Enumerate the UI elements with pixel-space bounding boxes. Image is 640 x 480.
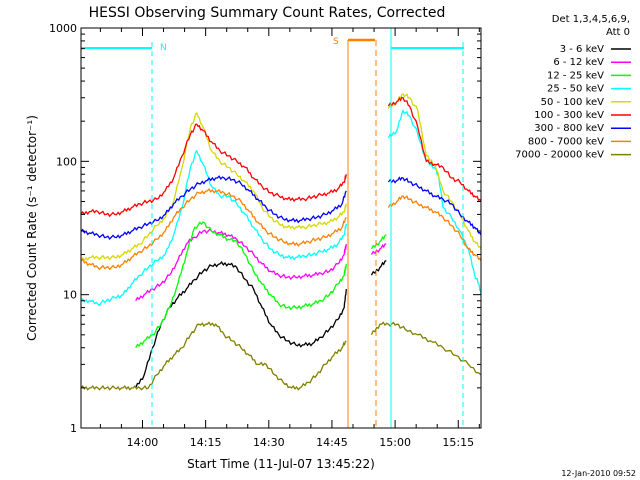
series-line-12-25-kev-segment-2 (370, 234, 387, 250)
night-label: N (160, 43, 167, 53)
y-tick-label: 10 (63, 289, 77, 302)
x-tick-label: 15:00 (379, 436, 411, 449)
series-line-6-12-kev (135, 228, 347, 302)
legend-label: 7000 - 20000 keV (515, 150, 604, 161)
series-line-800-7000-kev (80, 188, 347, 271)
series-line-300-800-kev-segment-2 (387, 176, 482, 236)
x-tick-label: 14:00 (127, 436, 159, 449)
x-tick-label: 14:30 (253, 436, 285, 449)
y-tick-label: 1000 (49, 22, 77, 35)
saa-label: S (333, 37, 339, 47)
series-line-100-300-kev (80, 123, 347, 218)
legend-header: Det 1,3,4,5,6,9, (552, 14, 630, 25)
series-line-25-50-kev-segment-2 (387, 108, 482, 295)
legend-label: 6 - 12 keV (553, 57, 604, 68)
axes-layer: 1 10 100 1000 14:00 14:15 14:30 14:45 15:00 15:15 (49, 22, 481, 449)
series-line-50-100-kev-segment-2 (387, 93, 482, 250)
y-tick-label: 100 (56, 155, 77, 168)
chart-title: HESSI Observing Summary Count Rates, Cor… (89, 5, 446, 21)
series-line-300-800-kev (80, 175, 347, 241)
series-line-7000-20000-kev (80, 321, 347, 391)
legend-label: 12 - 25 keV (547, 70, 604, 81)
legend-header: Att 0 (606, 27, 630, 38)
footer-timestamp: 12-Jan-2010 09:52 (561, 469, 636, 478)
series-line-6-12-kev-segment-2 (370, 243, 387, 255)
legend: Det 1,3,4,5,6,9, Att 03 - 6 keV 6 - 12 keV… (515, 14, 631, 161)
series-line-3-6-kev-segment-2 (370, 259, 387, 276)
legend-label: 25 - 50 keV (547, 84, 604, 95)
x-axis-label: Start Time (11-Jul-07 13:45:22) (187, 457, 375, 471)
annotation-layer: NS (81, 28, 464, 428)
legend-label: 100 - 300 keV (534, 110, 604, 121)
x-tick-label: 14:45 (316, 436, 348, 449)
series-line-7000-20000-kev-segment-2 (370, 321, 482, 376)
series-line-800-7000-kev-segment-2 (387, 194, 482, 261)
series-line-12-25-kev (135, 221, 347, 349)
series-line-50-100-kev (80, 112, 347, 262)
y-axis-label: Corrected Count Rate (s⁻¹ detector⁻¹) (25, 115, 39, 341)
legend-label: 800 - 7000 keV (528, 136, 604, 147)
series-line-3-6-kev (135, 261, 347, 389)
plot-area (80, 93, 482, 391)
plot-frame (80, 27, 482, 429)
legend-label: 300 - 800 keV (534, 123, 604, 134)
x-tick-label: 15:15 (442, 436, 474, 449)
legend-label: 3 - 6 keV (560, 44, 604, 55)
series-line-100-300-kev-segment-2 (387, 96, 482, 202)
x-tick-label: 14:15 (190, 436, 222, 449)
legend-label: 50 - 100 keV (541, 97, 605, 108)
y-tick-label: 1 (70, 422, 77, 435)
